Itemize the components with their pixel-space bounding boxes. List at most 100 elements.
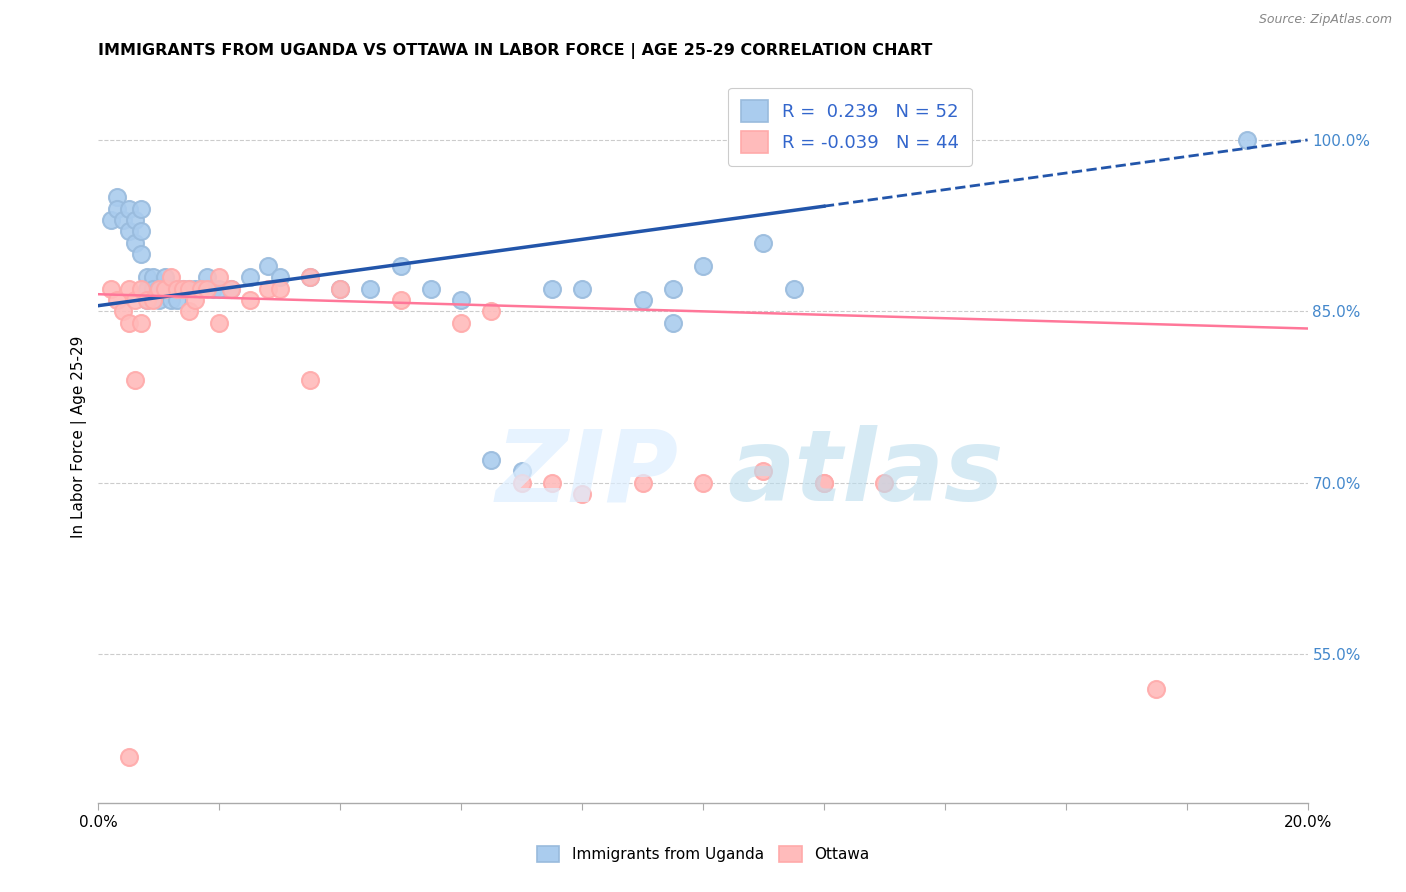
Point xyxy=(540,281,562,295)
Point xyxy=(752,235,775,250)
Point xyxy=(329,281,352,295)
Point xyxy=(571,487,593,501)
Point xyxy=(269,281,291,295)
Point xyxy=(135,293,157,307)
Point xyxy=(783,281,806,295)
Point xyxy=(208,281,231,295)
Point xyxy=(208,270,231,285)
Point xyxy=(179,281,201,295)
Point xyxy=(510,464,533,478)
Point xyxy=(172,281,194,295)
Point xyxy=(221,281,243,295)
Point xyxy=(752,464,775,478)
Point xyxy=(540,475,562,490)
Point xyxy=(124,293,146,307)
Point xyxy=(105,202,128,216)
Point xyxy=(124,213,146,227)
Point xyxy=(166,293,188,307)
Point xyxy=(221,281,243,295)
Point xyxy=(571,281,593,295)
Point xyxy=(184,293,207,307)
Point xyxy=(239,293,262,307)
Point xyxy=(148,281,170,295)
Point xyxy=(631,293,654,307)
Point xyxy=(118,316,141,330)
Point xyxy=(256,259,278,273)
Point xyxy=(239,270,262,285)
Point xyxy=(105,293,128,307)
Point xyxy=(195,281,218,295)
Point xyxy=(135,270,157,285)
Point xyxy=(118,750,141,764)
Point xyxy=(153,270,176,285)
Point xyxy=(100,213,122,227)
Point xyxy=(166,281,188,295)
Point xyxy=(172,281,194,295)
Point xyxy=(166,281,188,295)
Point xyxy=(118,224,141,238)
Point xyxy=(118,202,141,216)
Point xyxy=(148,293,170,307)
Point xyxy=(813,475,835,490)
Point xyxy=(129,247,152,261)
Point xyxy=(873,475,896,490)
Point xyxy=(129,202,152,216)
Point xyxy=(160,270,183,285)
Point xyxy=(190,281,212,295)
Point xyxy=(389,293,412,307)
Point xyxy=(105,190,128,204)
Point xyxy=(813,475,835,490)
Point xyxy=(129,224,152,238)
Point xyxy=(450,316,472,330)
Point xyxy=(692,259,714,273)
Point xyxy=(202,281,225,295)
Point xyxy=(692,475,714,490)
Point xyxy=(481,304,503,318)
Point xyxy=(129,316,152,330)
Point xyxy=(100,281,122,295)
Point xyxy=(129,281,152,295)
Point xyxy=(299,270,322,285)
Point xyxy=(256,281,278,295)
Point xyxy=(510,475,533,490)
Text: Source: ZipAtlas.com: Source: ZipAtlas.com xyxy=(1258,13,1392,27)
Point xyxy=(179,304,201,318)
Point xyxy=(450,293,472,307)
Text: IMMIGRANTS FROM UGANDA VS OTTAWA IN LABOR FORCE | AGE 25-29 CORRELATION CHART: IMMIGRANTS FROM UGANDA VS OTTAWA IN LABO… xyxy=(98,43,932,59)
Text: atlas: atlas xyxy=(727,425,1004,522)
Point xyxy=(111,213,134,227)
Point xyxy=(135,281,157,295)
Point xyxy=(118,281,141,295)
Point xyxy=(1236,133,1258,147)
Point xyxy=(142,281,165,295)
Point xyxy=(153,281,176,295)
Point xyxy=(1144,681,1167,696)
Text: ZIP: ZIP xyxy=(496,425,679,522)
Point xyxy=(153,281,176,295)
Point xyxy=(329,281,352,295)
Point xyxy=(360,281,382,295)
Y-axis label: In Labor Force | Age 25-29: In Labor Force | Age 25-29 xyxy=(72,336,87,538)
Point xyxy=(662,281,685,295)
Point xyxy=(299,373,322,387)
Point xyxy=(148,281,170,295)
Point xyxy=(195,270,218,285)
Point xyxy=(135,293,157,307)
Point xyxy=(160,281,183,295)
Point xyxy=(631,475,654,490)
Point xyxy=(124,373,146,387)
Point xyxy=(179,281,201,295)
Point xyxy=(662,316,685,330)
Legend: Immigrants from Uganda, Ottawa: Immigrants from Uganda, Ottawa xyxy=(530,840,876,868)
Point xyxy=(190,281,212,295)
Point xyxy=(142,293,165,307)
Point xyxy=(389,259,412,273)
Point xyxy=(299,270,322,285)
Point xyxy=(111,304,134,318)
Point xyxy=(142,270,165,285)
Point xyxy=(269,270,291,285)
Point xyxy=(481,453,503,467)
Point xyxy=(184,281,207,295)
Point xyxy=(124,235,146,250)
Point xyxy=(420,281,443,295)
